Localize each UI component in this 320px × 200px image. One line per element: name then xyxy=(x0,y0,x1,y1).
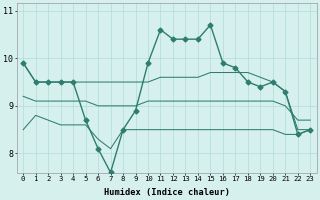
X-axis label: Humidex (Indice chaleur): Humidex (Indice chaleur) xyxy=(104,188,230,197)
